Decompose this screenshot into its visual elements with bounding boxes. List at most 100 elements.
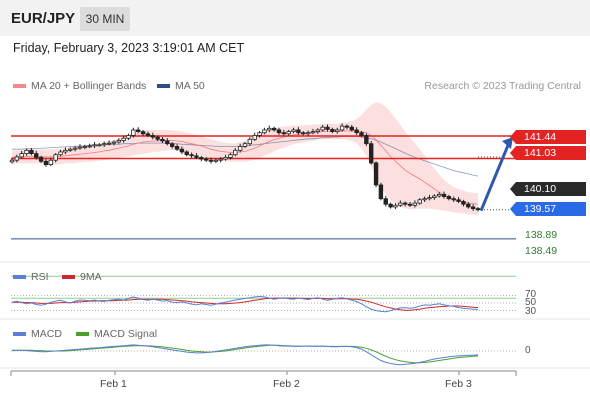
candle-body: [155, 136, 160, 140]
candle-body: [364, 135, 369, 145]
candle: [228, 153, 233, 160]
candle-body: [325, 126, 330, 130]
macd-level-0: 0: [525, 345, 531, 356]
candle: [286, 129, 291, 136]
candle: [456, 197, 461, 204]
legend-macd: MACD: [13, 328, 62, 340]
candle: [189, 152, 194, 158]
candle-body: [412, 202, 418, 206]
candle-body: [378, 184, 384, 200]
candle: [349, 125, 354, 132]
candle-body: [87, 145, 92, 148]
candle-body: [349, 126, 354, 131]
candle-body: [179, 148, 185, 153]
candle: [58, 149, 63, 157]
candle-body: [63, 149, 68, 153]
candle-body: [203, 158, 209, 161]
candle-body: [111, 141, 117, 144]
candle-body: [461, 201, 466, 205]
candle: [364, 133, 369, 146]
rsi-swatch: [13, 275, 26, 280]
candle: [131, 127, 136, 138]
candle-body: [315, 129, 321, 132]
candle-body: [102, 143, 107, 146]
candle: [301, 131, 306, 136]
rsi-level-70: 70: [525, 289, 537, 300]
legend-ma20: MA 20 + Bollinger Bands: [13, 80, 146, 92]
candle: [359, 131, 364, 138]
candle: [436, 192, 442, 198]
ma50-label: MA 50: [175, 80, 205, 92]
candle: [213, 158, 219, 163]
candle-body: [369, 143, 374, 164]
candle: [34, 150, 39, 160]
rsi-level-30: 30: [525, 306, 537, 317]
candle-body: [48, 159, 54, 165]
candle: [203, 156, 209, 162]
candle: [466, 202, 471, 209]
candle: [126, 133, 131, 140]
candle-body: [383, 198, 388, 205]
candle-body: [82, 146, 88, 148]
candle-body: [24, 149, 29, 155]
candle: [388, 202, 393, 209]
candle: [325, 124, 330, 132]
candle-body: [320, 126, 325, 131]
candle-body: [184, 151, 189, 156]
candle: [344, 124, 350, 130]
ma20-line: [11, 130, 479, 205]
candle-body: [373, 162, 379, 186]
candle: [330, 127, 335, 134]
candle: [242, 142, 248, 149]
candle: [102, 141, 107, 147]
timeframe-button[interactable]: 30 MIN: [80, 7, 130, 31]
candle: [218, 156, 223, 163]
candle: [252, 132, 257, 141]
candle: [165, 138, 170, 146]
candle: [87, 143, 92, 149]
candle-body: [446, 196, 452, 200]
candle-body: [422, 198, 427, 201]
candle: [38, 155, 44, 163]
rsi-level-50: 50: [525, 297, 537, 308]
candle: [335, 127, 340, 134]
candle-body: [354, 129, 359, 134]
candle-body: [223, 157, 228, 160]
candle: [378, 182, 384, 201]
candle-body: [29, 149, 34, 155]
rsi-ma-label: 9MA: [80, 271, 102, 283]
candle-body: [359, 132, 364, 136]
candle: [373, 161, 379, 188]
candle-body: [208, 159, 214, 162]
candle: [82, 144, 88, 150]
candle-body: [92, 144, 97, 147]
current-price-tag: 140.10: [510, 182, 586, 196]
candle: [461, 199, 466, 207]
x-tick-feb1: Feb 1: [100, 378, 127, 390]
candle-body: [432, 195, 437, 198]
candle: [19, 150, 24, 159]
candle: [72, 145, 78, 152]
macd-signal-swatch: [76, 332, 89, 337]
candle: [68, 147, 73, 152]
candle-body: [339, 125, 345, 131]
candle-body: [140, 131, 146, 135]
symbol-title: EUR/JPY: [11, 10, 76, 27]
candle: [199, 155, 204, 162]
candle: [291, 127, 296, 134]
candle: [150, 132, 155, 140]
candle-body: [97, 144, 102, 147]
candle: [136, 127, 141, 134]
candle-body: [126, 135, 131, 139]
candle-body: [466, 203, 471, 208]
candle-body: [136, 129, 141, 132]
ma20-swatch: [13, 84, 26, 89]
candle-body: [218, 158, 223, 161]
candle-body: [267, 127, 272, 131]
candle-body: [9, 159, 15, 163]
macd-signal-line: [12, 344, 479, 364]
forecast-arrow-shaft: [479, 142, 511, 212]
candle: [296, 127, 301, 135]
candle: [281, 129, 287, 136]
